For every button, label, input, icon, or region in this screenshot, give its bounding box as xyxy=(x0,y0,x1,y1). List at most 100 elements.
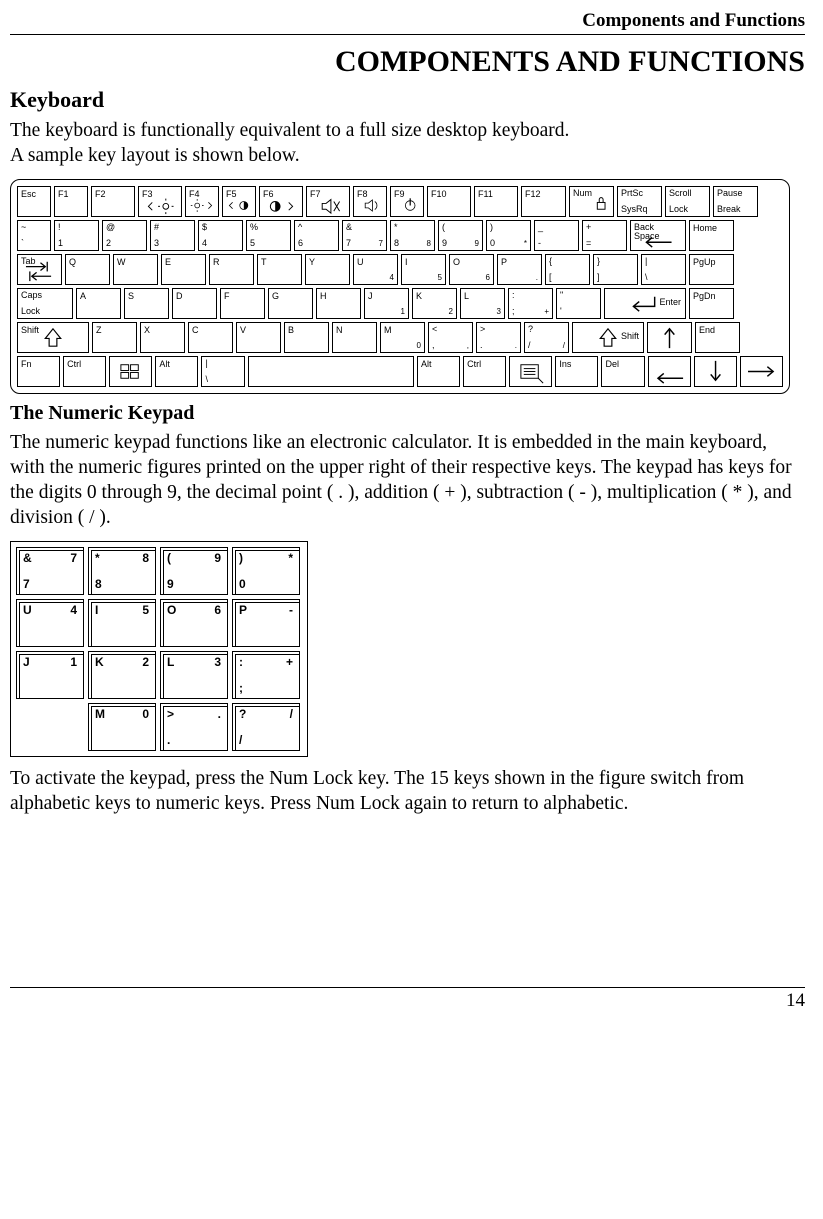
keyboard-key: T xyxy=(257,254,302,285)
numpad-row: J1K2L3:+; xyxy=(16,651,302,699)
keyboard-key: S xyxy=(124,288,169,319)
keyboard-key: Y xyxy=(305,254,350,285)
keyboard-key: _- xyxy=(534,220,579,251)
keyboard-key: Ctrl xyxy=(463,356,506,387)
numpad-key: M0 xyxy=(88,703,156,751)
numpad-key: P- xyxy=(232,599,300,647)
section-keyboard-text: The keyboard is functionally equivalent … xyxy=(10,119,805,169)
numpad-key: ?// xyxy=(232,703,300,751)
keyboard-key: Enter xyxy=(604,288,686,319)
keyboard-key: :;+ xyxy=(508,288,553,319)
keyboard-key: L3 xyxy=(460,288,505,319)
keyboard-key: F8 xyxy=(353,186,387,217)
numpad-key: :+; xyxy=(232,651,300,699)
keyboard-key: {[ xyxy=(545,254,590,285)
keyboard-key: F11 xyxy=(474,186,518,217)
keyboard-key: }] xyxy=(593,254,638,285)
keyboard-key: I5 xyxy=(401,254,446,285)
keyboard-key: BackSpace xyxy=(630,220,686,251)
keyboard-key: <,, xyxy=(428,322,473,353)
keyboard-key: %5 xyxy=(246,220,291,251)
keyboard-key: ^6 xyxy=(294,220,339,251)
keyboard-key: Del xyxy=(601,356,644,387)
keyboard-key: H xyxy=(316,288,361,319)
keyboard-key: N xyxy=(332,322,377,353)
keyboard-key: $4 xyxy=(198,220,243,251)
keyboard-key: U4 xyxy=(353,254,398,285)
keyboard-key: E xyxy=(161,254,206,285)
section-numpad-text-1: The numeric keypad functions like an ele… xyxy=(10,431,805,531)
keyboard-key xyxy=(647,322,692,353)
numpad-key: >.. xyxy=(160,703,228,751)
section-keyboard-heading: Keyboard xyxy=(10,87,805,113)
keyboard-key: F12 xyxy=(521,186,566,217)
keyboard-key: Q xyxy=(65,254,110,285)
numpad-key: *88 xyxy=(88,547,156,595)
keyboard-key: B xyxy=(284,322,329,353)
keyboard-key: J1 xyxy=(364,288,409,319)
keyboard-key: ?// xyxy=(524,322,569,353)
keyboard-key: X xyxy=(140,322,185,353)
numpad-diagram: &77*88(99)*0U4I5O6P-J1K2L3:+;M0>..?// xyxy=(10,541,308,757)
keyboard-key xyxy=(109,356,152,387)
keyboard-key xyxy=(694,356,737,387)
keyboard-key: PgDn xyxy=(689,288,734,319)
keyboard-key: ScrollLock xyxy=(665,186,710,217)
numpad-key: K2 xyxy=(88,651,156,699)
keyboard-key: "' xyxy=(556,288,601,319)
keyboard-key: P. xyxy=(497,254,542,285)
footer-rule xyxy=(10,987,805,988)
numpad-row: &77*88(99)*0 xyxy=(16,547,302,595)
keyboard-row: ShiftZXCVBNM0<,,>..?//ShiftEnd xyxy=(17,322,783,353)
page-title: COMPONENTS AND FUNCTIONS xyxy=(10,45,805,79)
keyboard-key: F1 xyxy=(54,186,88,217)
keyboard-row: EscF1F2F3F4F5F6F7F8F9F10F11F12NumPrtScSy… xyxy=(17,186,783,217)
keyboard-key: F10 xyxy=(427,186,471,217)
page-number: 14 xyxy=(10,990,805,1012)
keyboard-key: R xyxy=(209,254,254,285)
keyboard-key: |\ xyxy=(641,254,686,285)
keyboard-key: += xyxy=(582,220,627,251)
keyboard-key: End xyxy=(695,322,740,353)
keyboard-row: TabQWERTYU4I5O6P.{[}]|\PgUp xyxy=(17,254,783,285)
keyboard-key xyxy=(248,356,415,387)
keyboard-key: D xyxy=(172,288,217,319)
keyboard-key: Tab xyxy=(17,254,62,285)
keyboard-diagram: EscF1F2F3F4F5F6F7F8F9F10F11F12NumPrtScSy… xyxy=(10,179,790,394)
keyboard-key: F5 xyxy=(222,186,256,217)
keyboard-key: C xyxy=(188,322,233,353)
keyboard-key: (99 xyxy=(438,220,483,251)
keyboard-key: F4 xyxy=(185,186,219,217)
keyboard-key xyxy=(648,356,691,387)
keyboard-key: K2 xyxy=(412,288,457,319)
numpad-row: U4I5O6P- xyxy=(16,599,302,647)
keyboard-key: )0* xyxy=(486,220,531,251)
keyboard-key: O6 xyxy=(449,254,494,285)
section-numpad-heading: The Numeric Keypad xyxy=(10,402,805,425)
keyboard-key: F xyxy=(220,288,265,319)
header-rule xyxy=(10,34,805,35)
keyboard-key xyxy=(740,356,783,387)
keyboard-key: *88 xyxy=(390,220,435,251)
keyboard-key: G xyxy=(268,288,313,319)
keyboard-key: V xyxy=(236,322,281,353)
keyboard-key: Num xyxy=(569,186,614,217)
keyboard-key: |\ xyxy=(201,356,244,387)
numpad-key: )*0 xyxy=(232,547,300,595)
keyboard-key: Ins xyxy=(555,356,598,387)
keyboard-row: CapsLockASDFGHJ1K2L3:;+"'EnterPgDn xyxy=(17,288,783,319)
keyboard-key: Alt xyxy=(155,356,198,387)
keyboard-key: Fn xyxy=(17,356,60,387)
keyboard-key: Alt xyxy=(417,356,460,387)
keyboard-key: ~` xyxy=(17,220,51,251)
numpad-key: L3 xyxy=(160,651,228,699)
keyboard-row: FnCtrlAlt|\AltCtrlInsDel xyxy=(17,356,783,387)
keyboard-key: &77 xyxy=(342,220,387,251)
keyboard-key: W xyxy=(113,254,158,285)
numpad-row: M0>..?// xyxy=(16,703,302,751)
keyboard-key: >.. xyxy=(476,322,521,353)
keyboard-row: ~`!1@2#3$4%5^6&77*88(99)0*_-+=BackSpaceH… xyxy=(17,220,783,251)
keyboard-key: PrtScSysRq xyxy=(617,186,662,217)
numpad-key: O6 xyxy=(160,599,228,647)
numpad-key: &77 xyxy=(16,547,84,595)
